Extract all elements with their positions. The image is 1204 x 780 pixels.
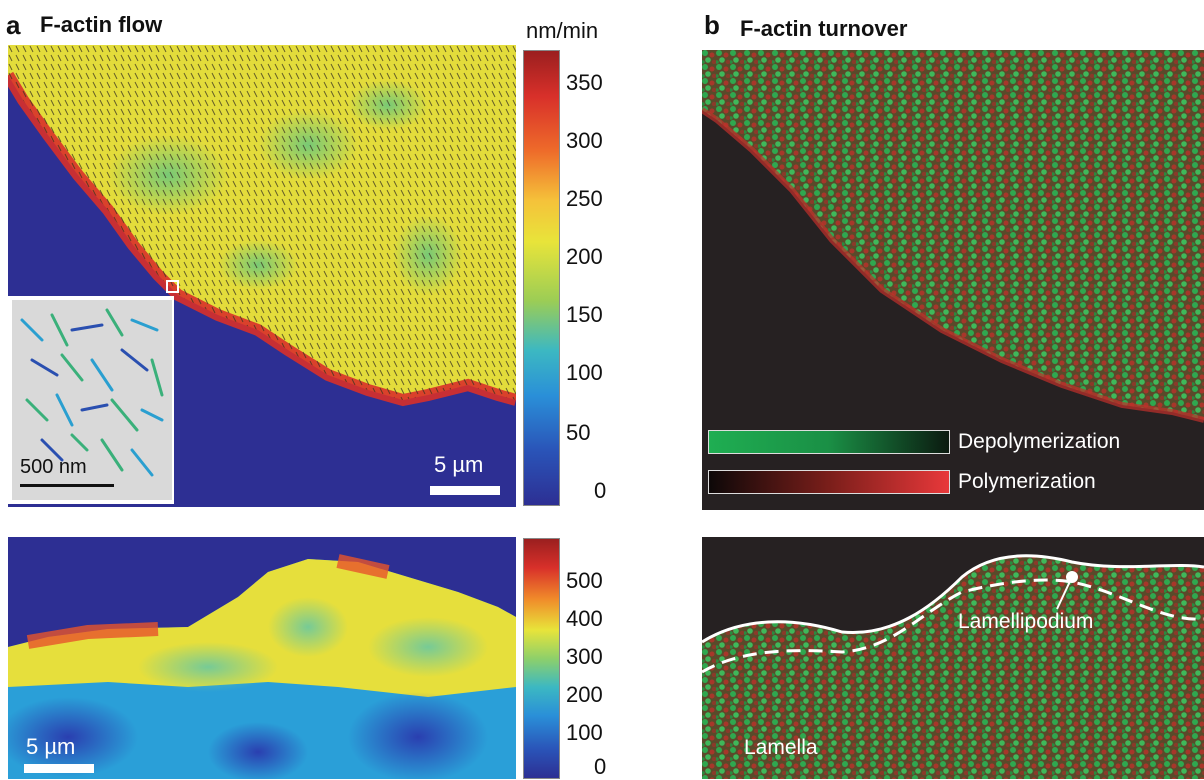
- colorbar-bottom-tick: 400: [566, 606, 603, 631]
- colorbar-top-tick: 250: [566, 186, 603, 211]
- colorbar-top: [523, 50, 560, 506]
- legend-polymerization-bar: [708, 470, 950, 494]
- turnover-image-bottom: [702, 537, 1204, 779]
- colorbar-bottom-tick: 500: [566, 568, 603, 593]
- inset-scalebar-label: 500 nm: [20, 456, 87, 478]
- panel-b-title: F-actin turnover: [740, 16, 908, 41]
- colorbar-top-tick: 350: [566, 70, 603, 95]
- colorbar-bottom-tick: 0: [594, 754, 607, 779]
- colorbar-bottom-tick: 300: [566, 644, 603, 669]
- lamella-boundary: [702, 578, 1204, 674]
- colorbar-top-ticks: 350 300 250 200 150 100 50 0: [566, 70, 626, 506]
- legend-depolymerization-bar: [708, 430, 950, 454]
- panel-a-title: F-actin flow: [40, 12, 163, 37]
- lamellipodium-outer-edge: [702, 554, 1204, 644]
- colorbar-bottom-ticks: 500 400 300 200 100 0: [566, 568, 626, 779]
- flow-map-bottom: [8, 537, 516, 779]
- colorbar-bottom-tick: 200: [566, 682, 603, 707]
- scalebar-top: [430, 486, 500, 495]
- scalebar-bottom-label: 5 µm: [26, 734, 76, 759]
- legend-depolymerization-label: Depolymerization: [958, 430, 1121, 453]
- colorbar-top-tick: 50: [566, 420, 591, 445]
- scalebar-top-label: 5 µm: [434, 452, 484, 477]
- inset-scalebar: [20, 484, 114, 487]
- colorbar-top-tick: 0: [594, 478, 607, 503]
- label-lamella: Lamella: [744, 736, 818, 759]
- flow-map-top: [8, 45, 516, 507]
- colorbar-top-tick: 150: [566, 302, 603, 327]
- legend-polymerization-label: Polymerization: [958, 470, 1096, 493]
- colorbar-top-tick: 100: [566, 360, 603, 385]
- panel-b-letter: b: [704, 10, 720, 40]
- colorbar-top-tick: 200: [566, 244, 603, 269]
- inset-panel: 500 nm: [8, 296, 174, 504]
- scalebar-bottom: [24, 764, 94, 773]
- inset-image: [12, 300, 172, 500]
- panel-a-letter: a: [6, 10, 21, 40]
- colorbar-bottom: [523, 538, 560, 779]
- colorbar-bottom-tick: 100: [566, 720, 603, 745]
- label-lamellipodium: Lamellipodium: [958, 610, 1094, 633]
- colorbar-unit: nm/min: [526, 18, 599, 43]
- colorbar-top-tick: 300: [566, 128, 603, 153]
